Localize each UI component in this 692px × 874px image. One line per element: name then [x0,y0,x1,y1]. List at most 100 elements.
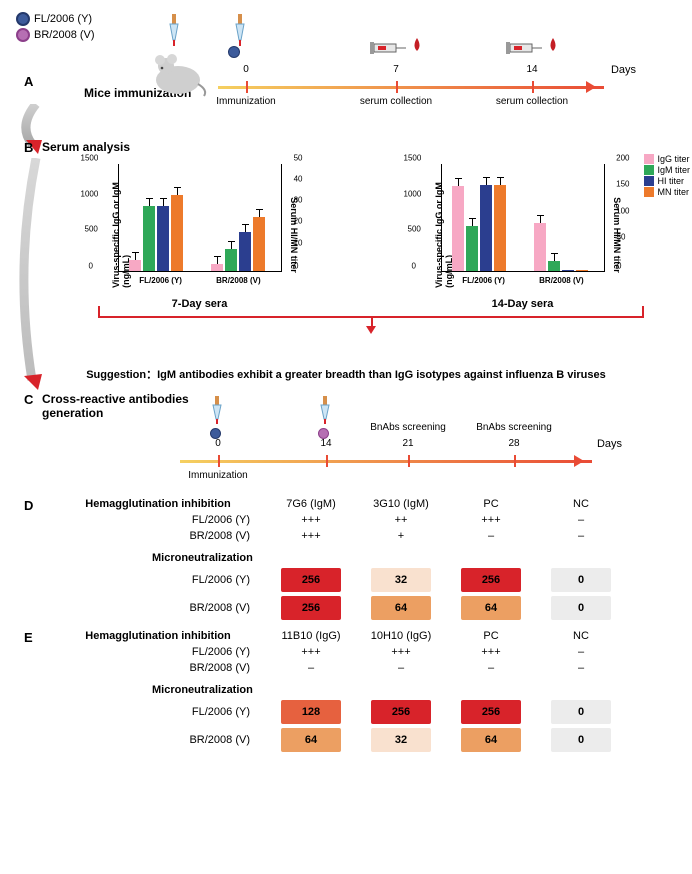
y-tick: 0 [412,262,416,271]
swatch [644,154,654,164]
legend-label: HI titer [657,176,684,186]
legend-item: HI titer [644,176,690,186]
x-label: BR/2008 (V) [539,276,583,285]
cell: – [536,646,626,658]
legend-item: MN titer [644,187,690,197]
row-label: BR/2008 (V) [66,530,266,542]
charts: Virus-specific IgG or IgM(ng/mL) Serum H… [38,160,684,310]
chart-legend: IgG titer IgM titer HI titer MN titer [644,154,690,198]
row-label: FL/2006 (Y) [66,706,266,718]
panel-letter: D [24,498,33,513]
cell: – [266,662,356,674]
y-tick: 0 [294,262,298,271]
mn-value: 256 [281,568,341,592]
blood-drop-icon [412,38,422,52]
bar [534,223,546,271]
mn-value: 256 [461,568,521,592]
days-label: Days [597,438,622,450]
cell: 128 [266,700,356,724]
row-label: BR/2008 (V) [66,734,266,746]
tick-below: Immunization [216,96,275,107]
bar [239,232,251,271]
tick-label: 0 [215,438,221,449]
plot-area: 0 500 1000 1500 0 50 100 150 200 FL/2006… [441,164,605,272]
cell: 64 [266,728,356,752]
cell: – [446,530,536,542]
cell: +++ [446,646,536,658]
cell: – [536,530,626,542]
y-tick: 1500 [81,154,99,163]
row-label: BR/2008 (V) [66,602,266,614]
table-row: BR/2008 (V)–––– [66,662,626,674]
cell: ++ [356,514,446,526]
mn-value: 0 [551,700,611,724]
pipette-icon [316,396,334,426]
x-label: BR/2008 (V) [216,276,260,285]
cell: 64 [446,728,536,752]
cell: 0 [536,596,626,620]
panel-b: B Serum analysis Virus-specific IgG or I… [8,140,684,382]
y-tick: 200 [616,154,629,163]
table-header: Hemagglutination inhibition 11B10 (IgG) … [66,630,626,642]
tick-below: serum collection [360,96,432,107]
cell: – [356,662,446,674]
col-header: NC [536,630,626,642]
cell: 32 [356,728,446,752]
timeline-c: Days 0Immunization 14 21BnAbs screening … [8,452,684,472]
col-header: NC [536,498,626,510]
cell: – [536,514,626,526]
legend-label: IgM titer [657,165,690,175]
tick-label: 14 [526,64,537,75]
mn-value: 0 [551,596,611,620]
table-row: FL/2006 (Y)++++++++– [66,514,626,526]
mn-value: 64 [371,596,431,620]
tick-label: 0 [243,64,249,75]
y-tick: 40 [294,174,303,183]
col-header: 10H10 (IgG) [356,630,446,642]
x-label: FL/2006 (Y) [462,276,505,285]
panel-a: A Mice immunization [8,8,684,138]
cell: + [356,530,446,542]
bar [143,206,155,271]
y-tick: 10 [294,238,303,247]
cell: 256 [266,568,356,592]
bar [253,217,265,271]
cell: 0 [536,700,626,724]
cell: 0 [536,728,626,752]
cell: – [446,662,536,674]
table-row: FL/2006 (Y)+++++++++– [66,646,626,658]
mn-value: 0 [551,568,611,592]
pipette-icon [208,396,226,426]
cell: +++ [266,646,356,658]
y-tick: 30 [294,195,303,204]
bar-group [534,223,588,271]
col-header: 7G6 (IgM) [266,498,356,510]
y-tick: 50 [617,233,626,242]
virus-small-icon [228,46,240,58]
mn-title: Microneutralization [152,684,626,696]
panel-letter: E [24,630,33,645]
mn-value: 64 [461,728,521,752]
bar-group [211,217,265,271]
y-tick: 1500 [404,154,422,163]
table-row: BR/2008 (V)6432640 [66,728,626,752]
table-row: FL/2006 (Y)1282562560 [66,700,626,724]
table-row: FL/2006 (Y) 256 32 256 0 [66,568,626,592]
bar [494,185,506,271]
timeline-a: Days 0Immunization 7serum collection 14s… [8,78,684,98]
suggestion-text: Suggestion：IgM antibodies exhibit a grea… [28,366,664,382]
bar [576,270,588,271]
cell: +++ [266,514,356,526]
bar [171,195,183,271]
cell: 32 [356,568,446,592]
chart-7day: Virus-specific IgG or IgM(ng/mL) Serum H… [70,160,330,310]
days-label: Days [611,64,636,76]
y-tick: 500 [408,224,421,233]
row-label: BR/2008 (V) [66,662,266,674]
col-header: PC [446,630,536,642]
row-label: FL/2006 (Y) [66,574,266,586]
cell: 256 [446,568,536,592]
mn-value: 256 [281,596,341,620]
mn-value: 0 [551,728,611,752]
legend-item: IgG titer [644,154,690,164]
